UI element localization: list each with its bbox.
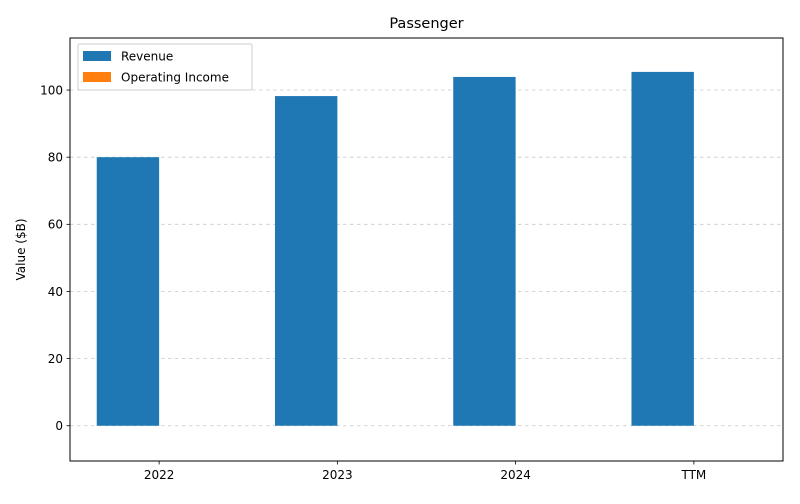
plot-frame — [69, 37, 784, 462]
y-tick-label: 20 — [48, 352, 63, 366]
bar-revenue — [274, 96, 338, 426]
y-tick-label: 80 — [48, 150, 63, 164]
legend: Revenue Operating Income — [77, 43, 253, 91]
x-tick-label: 2023 — [322, 468, 353, 482]
legend-label: Operating Income — [121, 71, 229, 85]
x-tick-label: 2024 — [500, 468, 531, 482]
bars — [96, 71, 694, 426]
legend-swatch — [83, 72, 111, 82]
bar-revenue — [96, 157, 160, 426]
legend-label: Revenue — [121, 50, 173, 64]
x-axis: 2022 2023 2024 TTM — [144, 461, 706, 482]
y-axis: 0 20 40 60 80 100 — [40, 83, 70, 433]
bar-revenue — [631, 71, 694, 426]
x-tick-label: 2022 — [144, 468, 175, 482]
y-tick-label: 0 — [55, 419, 63, 433]
legend-swatch — [83, 51, 111, 61]
y-axis-label: Value ($B) — [14, 219, 28, 281]
chart-title: Passenger — [389, 16, 463, 32]
y-tick-label: 100 — [40, 83, 63, 97]
y-tick-label: 40 — [48, 285, 63, 299]
x-tick-label: TTM — [680, 468, 706, 482]
bar-revenue — [453, 76, 516, 426]
y-tick-label: 60 — [48, 218, 63, 232]
legend-box — [77, 43, 253, 91]
